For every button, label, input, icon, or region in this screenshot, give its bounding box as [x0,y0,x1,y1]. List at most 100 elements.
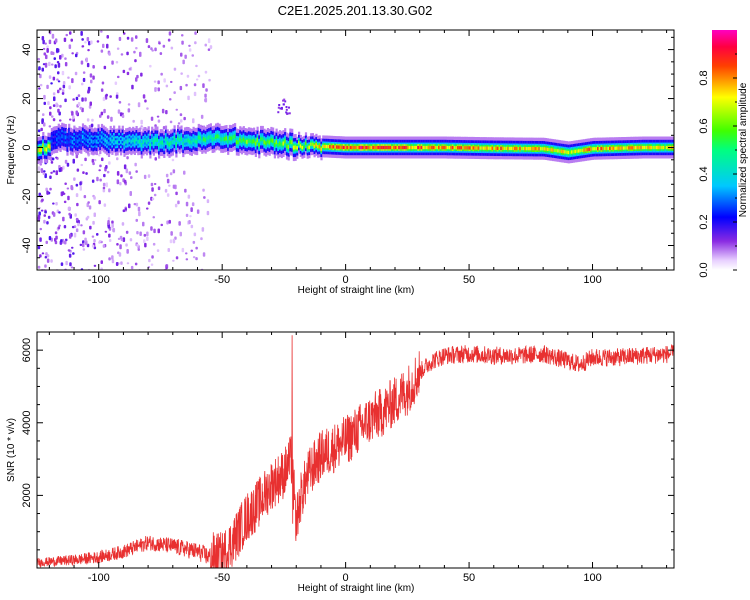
noise-cell [160,223,163,227]
noise-cell [80,163,83,167]
ridge-cell [355,145,358,150]
noise-cell [165,110,168,115]
ridge-cell [177,136,180,141]
ridge-cell [643,145,646,150]
noise-cell [100,111,104,116]
ridge-cell [626,146,629,150]
ridge-cell [240,139,244,143]
ridge-cell [666,145,669,150]
ridge-cell [88,136,91,141]
noise-cell [150,47,153,51]
ridge-cell [45,147,48,152]
ridge-cell [565,150,569,154]
noise-cell [286,112,289,115]
ridge-cell [61,134,64,139]
noise-cell [60,239,63,243]
ridge-cell [126,139,130,144]
ridge-cell [199,136,202,141]
noise-cell [41,118,44,123]
ridge-cell [527,147,530,151]
noise-cell [172,259,175,262]
ridge-cell [450,146,453,150]
snr-x-ticks: -100 -50 0 50 100 [48,332,668,584]
noise-cell [43,52,46,56]
ridge-cell [121,137,124,142]
noise-cell [102,97,106,102]
ridge-cell [562,150,565,154]
noise-cell [161,108,165,114]
noise-cell [202,188,205,192]
noise-cell [195,257,198,261]
noise-cell [204,70,208,74]
ridge-cell [182,141,185,146]
noise-cell [204,93,207,98]
ridge-cell [92,139,95,144]
ridge-cell [42,143,45,148]
noise-cell [77,94,81,97]
noise-cell [101,157,104,162]
ridge-cell [111,139,114,144]
noise-cell [185,258,189,261]
noise-cell [46,48,49,53]
ridge-cell [641,145,645,150]
noise-cell [75,154,79,159]
ridge-cell [190,140,193,145]
noise-cell [99,164,102,168]
noise-cell [129,238,133,242]
x-tick-label: -100 [88,274,110,286]
noise-cell [57,226,61,230]
noise-cell [67,76,70,79]
ridge-cell [652,145,655,150]
noise-cell [142,94,146,99]
ridge-cell [508,146,511,151]
noise-cell [143,239,146,244]
ridge-cell [242,137,245,142]
noise-cell [121,222,125,226]
ridge-cell [645,145,648,150]
noise-cell [90,79,93,84]
noise-cell [129,191,132,196]
noise-cell [71,246,74,249]
noise-cell [178,221,181,226]
noise-cell [91,179,95,183]
noise-cell [190,224,194,229]
noise-cell [177,122,181,125]
ridge-cell [298,141,301,145]
ridge-cell [130,139,133,144]
ridge-cell [489,146,492,150]
noise-cell [133,50,136,54]
y-tick-label: 20 [21,92,33,104]
ridge-cell [52,138,55,143]
ridge-cell [158,143,161,148]
noise-cell [74,71,78,76]
ridge-cell [232,135,235,140]
noise-cell [126,156,129,160]
ridge-cell [132,138,135,143]
noise-cell [189,215,192,218]
noise-cell [175,256,179,260]
ridge-cell [657,145,660,150]
noise-cell [150,182,154,187]
noise-cell [56,48,59,53]
noise-cell [167,38,171,42]
ridge-cell [152,140,155,145]
ridge-cell [107,141,111,146]
noise-cell [103,108,106,114]
noise-cell [283,98,286,101]
ridge-cell [189,139,192,144]
ridge-cell [234,134,237,139]
ridge-cell [277,142,280,147]
noise-cell [120,53,124,56]
noise-cell [180,52,183,57]
noise-cell [88,205,92,210]
noise-cell [37,245,41,250]
snr-background [37,332,674,568]
noise-cell [82,242,85,248]
noise-cell [285,106,288,108]
noise-cell [193,91,197,97]
noise-cell [54,38,58,43]
noise-cell [93,159,97,162]
noise-cell [135,35,138,39]
noise-cell [79,181,82,186]
